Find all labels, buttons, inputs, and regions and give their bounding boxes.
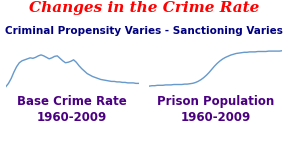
Text: Base Crime Rate
1960-2009: Base Crime Rate 1960-2009: [17, 95, 127, 124]
Text: Changes in the Crime Rate: Changes in the Crime Rate: [29, 1, 259, 15]
Text: Prison Population
1960-2009: Prison Population 1960-2009: [157, 95, 275, 124]
Text: Criminal Propensity Varies - Sanctioning Varies: Criminal Propensity Varies - Sanctioning…: [5, 26, 283, 36]
